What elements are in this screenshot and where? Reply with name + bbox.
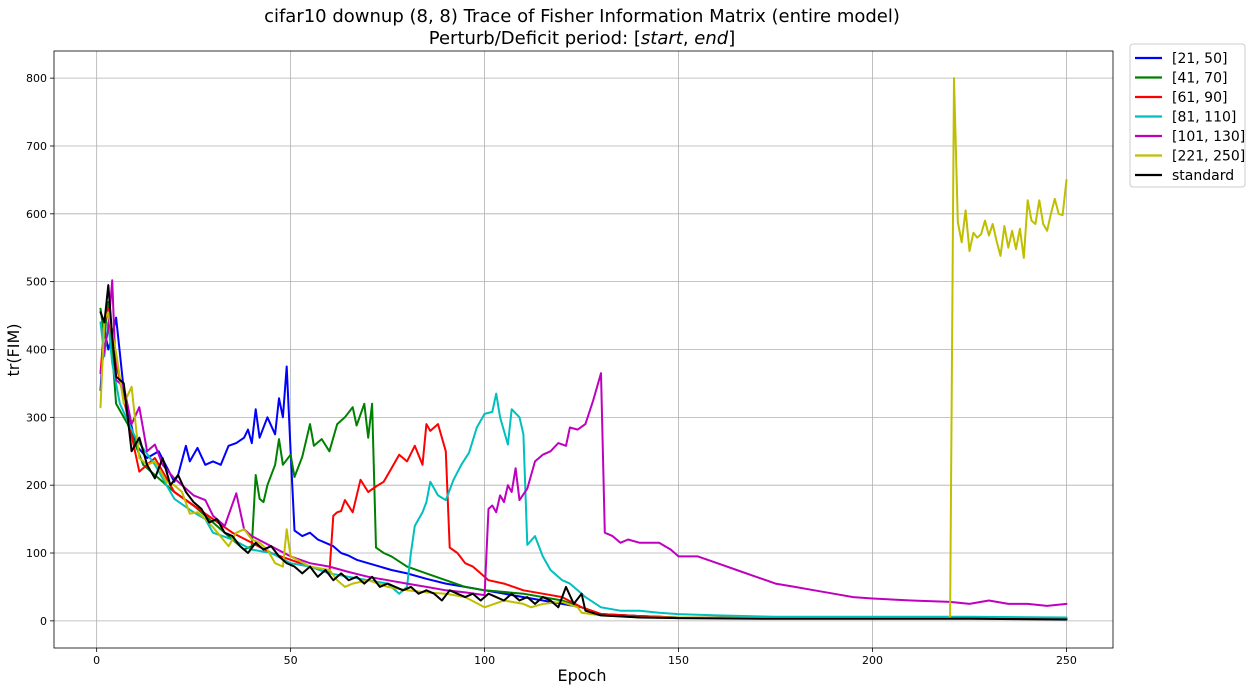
- legend-label: standard: [1172, 168, 1234, 184]
- legend-label: [21, 50]: [1172, 51, 1227, 67]
- axis-ticks: 0 50 100 150 200 250 0 100 200 300 400 500 600 700 800: [26, 72, 1077, 667]
- chart-title: cifar10 downup (8, 8) Trace of Fisher In…: [264, 6, 900, 27]
- y-tick-label: 600: [26, 208, 47, 221]
- legend-label: [41, 70]: [1172, 71, 1227, 87]
- subtitle-sep: ,: [683, 28, 694, 49]
- x-tick-label: 0: [93, 654, 100, 667]
- legend-label: [81, 110]: [1172, 110, 1236, 126]
- series-line-4: [99, 279, 1068, 607]
- y-tick-label: 700: [26, 140, 47, 153]
- y-axis-label: tr(FIM): [4, 323, 23, 376]
- y-tick-label: 500: [26, 276, 47, 289]
- subtitle-end: end: [694, 28, 728, 49]
- grid: [54, 51, 1113, 648]
- y-tick-label: 400: [26, 344, 47, 357]
- series-line-6: [99, 284, 1068, 621]
- legend-frame: [1129, 43, 1246, 188]
- chart-subtitle: Perturb/Deficit period: [start, end]: [429, 28, 736, 49]
- legend-label: [221, 250]: [1172, 149, 1245, 165]
- y-tick-label: 0: [40, 615, 47, 628]
- x-tick-label: 250: [1056, 654, 1077, 667]
- y-tick-label: 200: [26, 479, 47, 492]
- y-tick-label: 100: [26, 547, 47, 560]
- x-tick-label: 150: [668, 654, 689, 667]
- x-tick-label: 100: [474, 654, 495, 667]
- y-tick-label: 300: [26, 411, 47, 424]
- legend: [21, 50] [41, 70] [61, 90] [81, 110] [101, 1…: [1129, 43, 1246, 188]
- x-tick-label: 200: [862, 654, 883, 667]
- subtitle-suffix: ]: [728, 28, 735, 49]
- x-axis-label: Epoch: [558, 666, 607, 685]
- series-line-5: [99, 77, 1068, 620]
- subtitle-start: start: [641, 28, 684, 49]
- series-lines: [99, 77, 1068, 621]
- legend-label: [61, 90]: [1172, 90, 1227, 106]
- subtitle-prefix: Perturb/Deficit period: [: [429, 28, 641, 49]
- x-tick-label: 50: [284, 654, 298, 667]
- series-line-3: [99, 321, 1068, 619]
- legend-label: [101, 130]: [1172, 129, 1245, 145]
- y-tick-label: 800: [26, 72, 47, 85]
